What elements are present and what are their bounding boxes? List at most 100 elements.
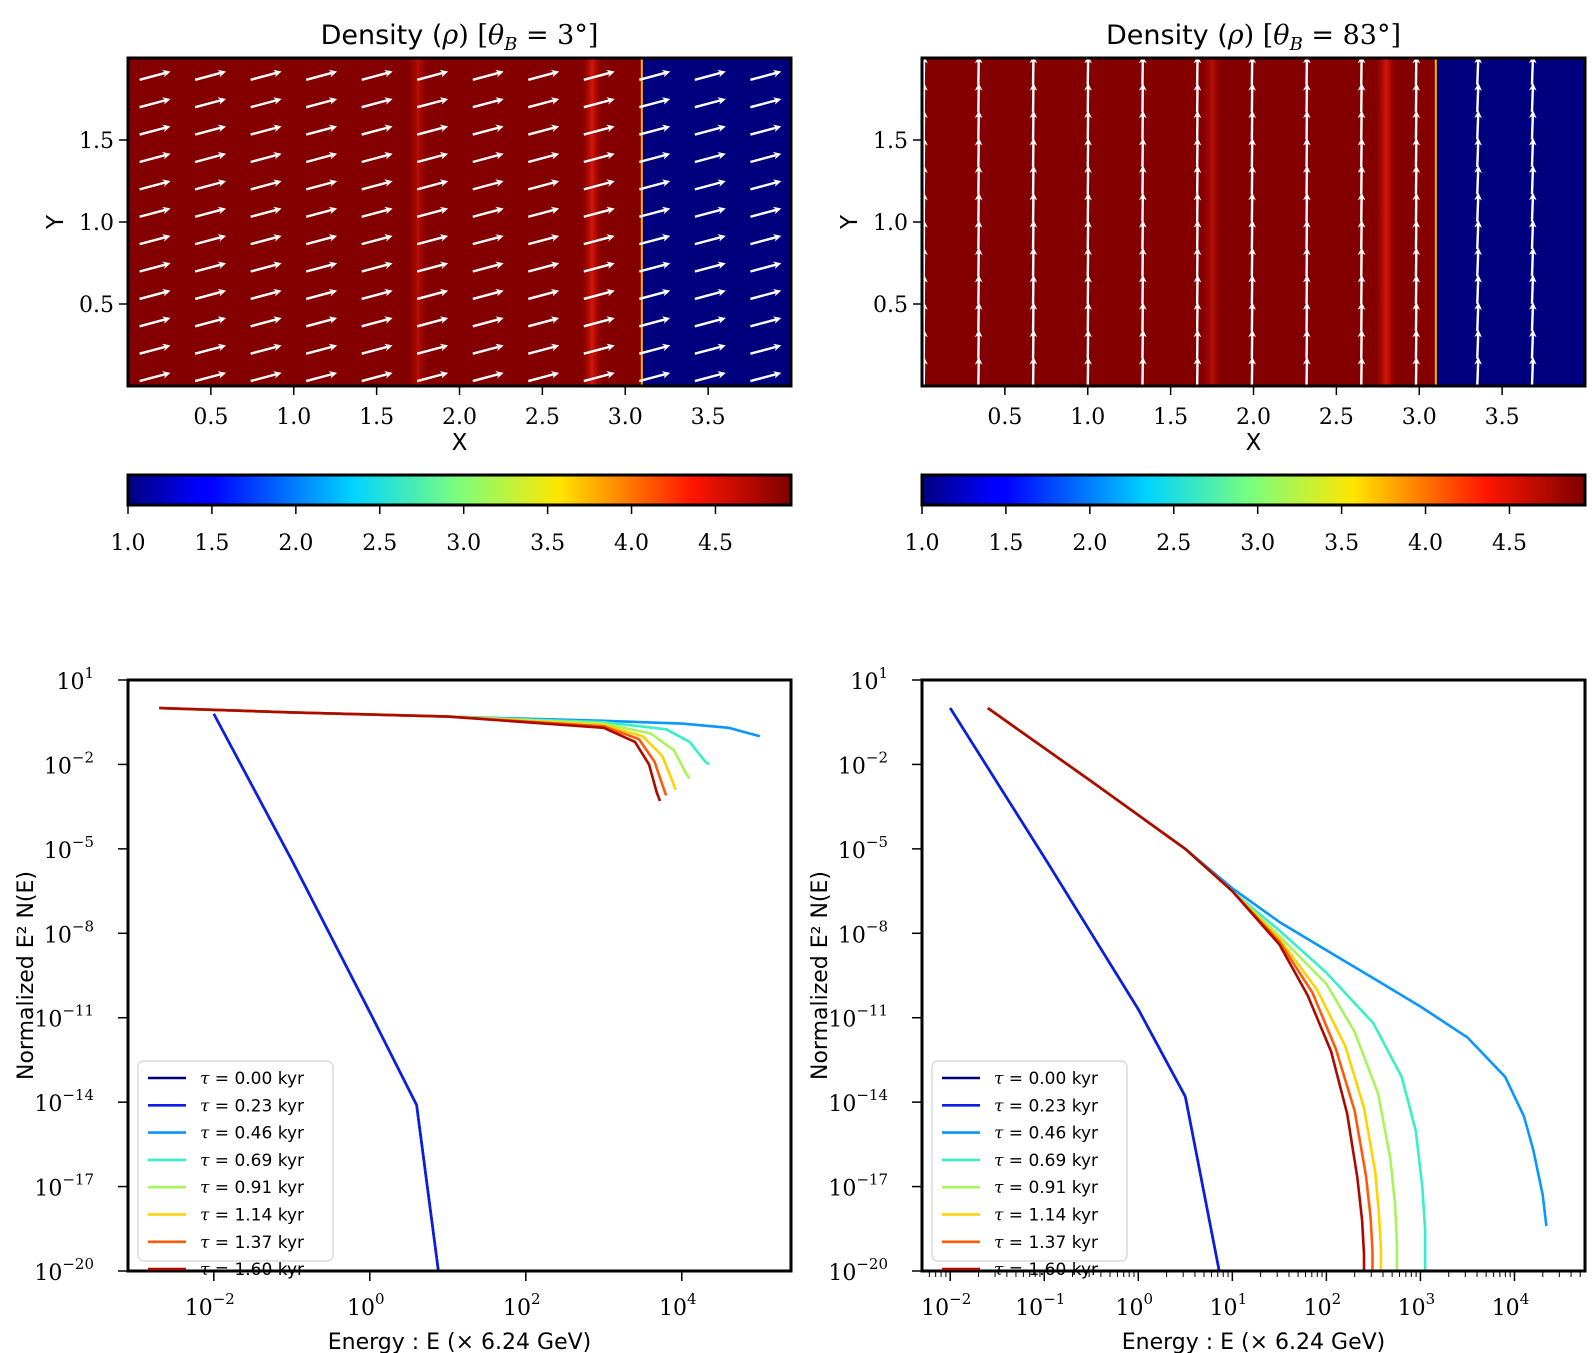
y-tick-label: 1.0: [79, 211, 114, 236]
field-arrow: [361, 151, 393, 164]
y-tick-label: 0.5: [79, 293, 114, 318]
y-tick-label: 10−17: [34, 1171, 94, 1202]
series-line: [159, 706, 662, 802]
field-arrow: [694, 371, 726, 383]
x-tick-label: 3.5: [1485, 405, 1520, 430]
series-line: [949, 707, 1221, 1271]
x-axis-label: Energy : E (× 6.24 GeV): [328, 1330, 592, 1353]
field-arrow: [1474, 329, 1482, 359]
y-tick-label: 0.5: [873, 293, 908, 318]
field-arrow: [583, 234, 615, 246]
colorbar-tick-label: 1.5: [988, 531, 1023, 556]
legend-box: [137, 1060, 334, 1262]
field-arrow: [694, 343, 726, 355]
field-arrow: [472, 69, 504, 81]
colorbar: 1.0 1.5 2.0 2.5 3.0 3.5 4.0 4.5: [111, 473, 793, 556]
field-arrow: [1528, 192, 1537, 222]
field-arrow: [694, 316, 726, 328]
field-arrow: [472, 234, 504, 246]
y-axis-label: Y: [43, 214, 69, 230]
field-arrow: [1474, 356, 1482, 386]
field-arrow: [361, 179, 393, 191]
field-arrow: [194, 124, 227, 136]
field-arrow: [639, 97, 671, 109]
field-arrow: [527, 206, 560, 218]
legend-label: τ = 1.60 kyr: [200, 1260, 304, 1280]
field-arrow: [361, 288, 393, 301]
field-arrow: [1528, 329, 1537, 359]
y-tick-label: 101: [850, 664, 888, 695]
legend-label: τ = 1.60 kyr: [994, 1260, 1098, 1280]
field-arrow: [139, 234, 171, 246]
field-arrow: [416, 179, 449, 191]
field-vectors: [139, 69, 782, 383]
density-band: [1200, 58, 1225, 386]
field-arrow: [583, 124, 615, 136]
field-arrow: [194, 97, 227, 109]
field-arrow: [1474, 110, 1482, 140]
legend-box: [931, 1060, 1128, 1262]
field-arrow: [639, 124, 671, 136]
field-arrow: [250, 179, 282, 191]
field-arrow: [305, 151, 338, 164]
field-arrow: [1528, 356, 1537, 386]
field-arrow: [361, 261, 393, 273]
x-axis-label: Energy : E (× 6.24 GeV): [1122, 1330, 1386, 1353]
field-arrow: [305, 371, 338, 383]
field-arrow: [527, 234, 560, 246]
colorbar-tick-label: 2.0: [278, 531, 313, 556]
field-arrow: [139, 151, 171, 164]
field-arrow: [361, 371, 393, 383]
field-arrow: [194, 206, 227, 218]
colorbar-tick-label: 2.0: [1072, 531, 1107, 556]
field-arrow: [472, 288, 504, 301]
field-arrow: [639, 69, 671, 81]
field-arrow: [639, 371, 671, 383]
field-arrow: [305, 124, 338, 136]
field-arrow: [139, 206, 171, 218]
field-arrow: [1528, 110, 1537, 140]
x-tick-label: 102: [1304, 1290, 1342, 1321]
field-arrow: [750, 69, 782, 81]
field-arrow: [139, 316, 171, 328]
field-arrow: [250, 316, 282, 328]
y-tick-label: 10−8: [44, 917, 94, 948]
series-line: [212, 713, 440, 1271]
field-arrow: [639, 234, 671, 246]
x-tick-label: 3.0: [608, 405, 643, 430]
field-arrow: [527, 151, 560, 164]
y-tick-label: 1.0: [873, 211, 908, 236]
y-tick-label: 10−14: [34, 1086, 94, 1117]
legend-label: τ = 1.37 kyr: [994, 1233, 1098, 1253]
x-tick-label: 3.5: [691, 405, 726, 430]
field-arrow: [583, 288, 615, 301]
y-tick-label: 10−2: [838, 748, 888, 779]
field-arrow: [750, 288, 782, 301]
y-tick-label: 10−20: [34, 1255, 94, 1286]
field-arrow: [250, 69, 282, 81]
field-arrow: [750, 206, 782, 218]
field-arrow: [1474, 137, 1482, 167]
colorbar-tick-label: 2.5: [362, 531, 397, 556]
field-arrow: [694, 234, 726, 246]
legend-label: τ = 0.91 kyr: [994, 1178, 1098, 1198]
axes-frame: [920, 678, 1587, 1273]
legend-label: τ = 0.69 kyr: [994, 1151, 1098, 1171]
field-arrow: [1474, 302, 1482, 332]
field-arrow: [472, 261, 504, 273]
field-arrow: [639, 343, 671, 355]
field-arrow: [250, 206, 282, 218]
field-arrow: [1474, 83, 1482, 113]
field-arrow: [639, 261, 671, 273]
colorbar-tick-label: 3.0: [1240, 531, 1275, 556]
x-tick-label: 0.5: [987, 405, 1022, 430]
field-arrow: [416, 151, 449, 164]
field-arrow: [139, 288, 171, 301]
legend-label: τ = 0.69 kyr: [200, 1151, 304, 1171]
y-axis-label: Y: [837, 214, 863, 230]
field-arrow: [250, 234, 282, 246]
field-arrow: [416, 343, 449, 355]
field-arrow: [139, 343, 171, 355]
x-tick-label: 2.5: [1319, 405, 1354, 430]
field-arrow: [472, 124, 504, 136]
